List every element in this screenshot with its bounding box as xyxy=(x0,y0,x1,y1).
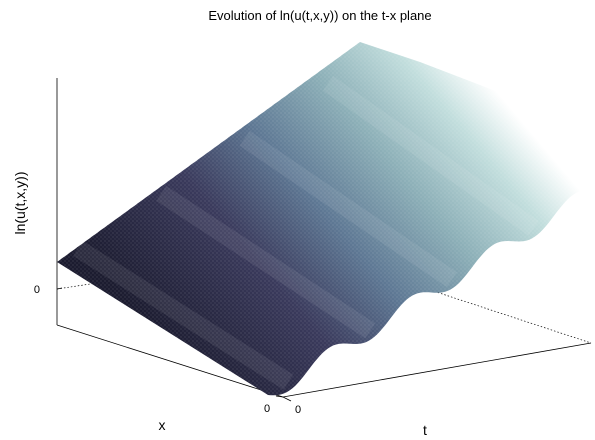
z-tick-0 xyxy=(56,287,63,290)
x-tick-0 xyxy=(275,395,284,398)
surface-mesh-texture xyxy=(57,42,595,396)
x-axis-label: x xyxy=(159,417,166,433)
surface-ridge-band xyxy=(239,130,457,288)
back-dotted-lines xyxy=(56,252,592,344)
ticks xyxy=(56,287,292,402)
t-tick-label-0: 0 xyxy=(295,404,301,416)
z-axis-label: ln(u(t,x,y)) xyxy=(12,172,28,235)
chart-title: Evolution of ln(u(t,x,y)) on the t-x pla… xyxy=(208,8,431,23)
surface-ridge-band xyxy=(322,75,539,236)
z-tick-label-0: 0 xyxy=(34,284,40,296)
surface-plot xyxy=(57,42,595,396)
x-axis-line xyxy=(56,324,284,398)
axes-box xyxy=(56,78,592,398)
surface-ridge-band xyxy=(156,185,376,339)
x-tick-label-0: 0 xyxy=(264,403,270,415)
surface-ridge-band xyxy=(72,240,294,390)
back-floor-line xyxy=(317,252,592,344)
t-axis-label: t xyxy=(423,422,427,438)
t-tick-0 xyxy=(282,396,292,402)
t-axis-line xyxy=(282,342,592,398)
